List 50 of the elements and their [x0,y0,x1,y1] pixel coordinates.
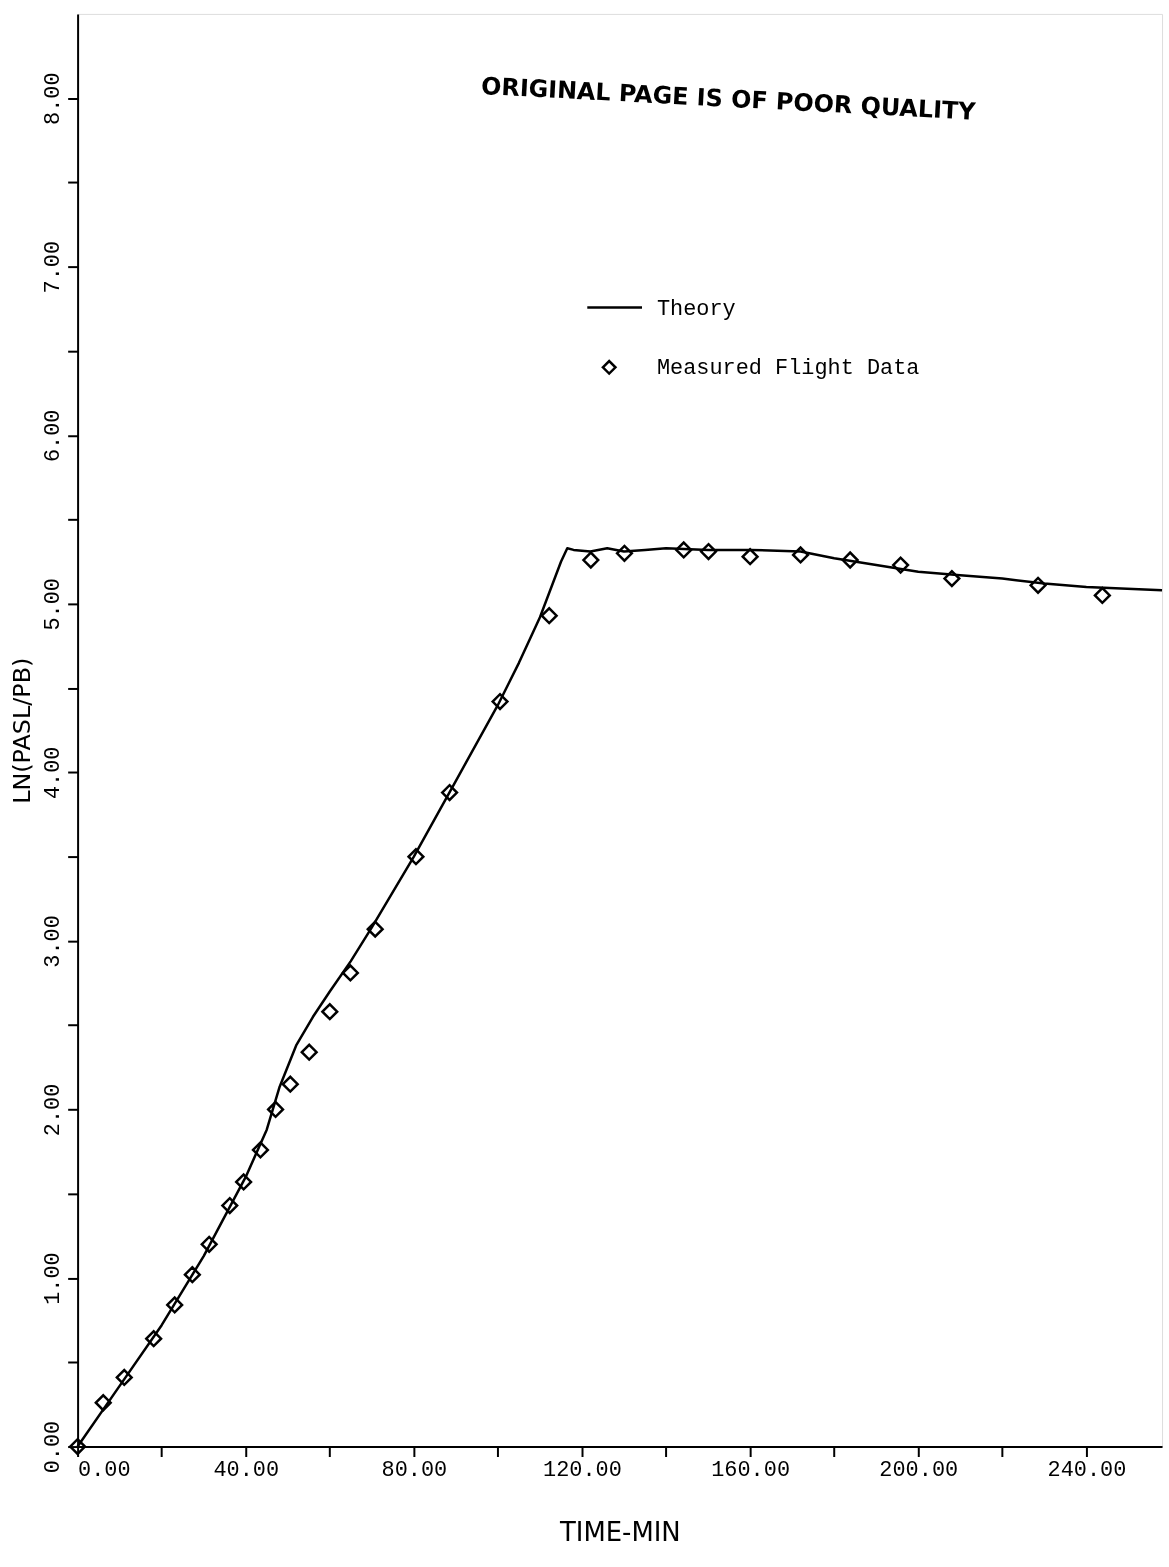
point [366,920,384,938]
point [699,542,718,561]
y-tick-label: 1.00 [41,1252,67,1305]
y-tick-label: 3.00 [41,915,67,968]
point [166,1296,184,1314]
x-axis-title: TIME-MIN [558,1516,681,1547]
annotation: ORIGINAL PAGE IS OF POOR QUALITY [480,71,977,126]
point [183,1266,201,1284]
point [1093,586,1111,605]
point [943,569,961,588]
point [1029,576,1047,594]
point [407,848,425,866]
x-tick-label: 40.00 [213,1457,280,1483]
point [321,1003,339,1021]
y-tick-label: 4.00 [41,746,67,800]
y-tick-label: 2.00 [41,1083,67,1137]
point [341,964,360,982]
x-tick-label: 120.00 [543,1457,622,1483]
point [891,556,910,574]
x-tick-label: 200.00 [879,1457,959,1483]
y-tick-label: 6.00 [41,409,67,463]
y-axis-title: LN(PASL/PB) [8,657,37,804]
x-tick-label: 240.00 [1047,1457,1127,1483]
point [281,1075,299,1093]
point [145,1330,163,1348]
legend-label: Measured Flight Data [656,356,920,382]
point [491,692,509,711]
point [221,1196,239,1215]
point [440,783,459,802]
y-tick-label: 8.00 [41,72,67,125]
point [675,541,693,559]
x-tick-label: 160.00 [711,1457,790,1483]
point [94,1394,112,1412]
point [115,1368,133,1387]
point [251,1141,270,1159]
point [266,1100,285,1119]
x-tick-label: 80.00 [381,1457,448,1483]
x-tick-label: 0.00 [78,1457,131,1483]
point [791,546,810,564]
y-tick-label: 7.00 [41,240,67,294]
point [540,607,558,625]
point [235,1173,253,1191]
point [300,1043,318,1061]
point [615,544,634,562]
point [741,548,759,566]
y-tick-label: 5.00 [41,578,67,631]
point [841,551,859,569]
point [200,1235,218,1253]
point [582,551,600,569]
legend-label: Theory [656,296,736,322]
